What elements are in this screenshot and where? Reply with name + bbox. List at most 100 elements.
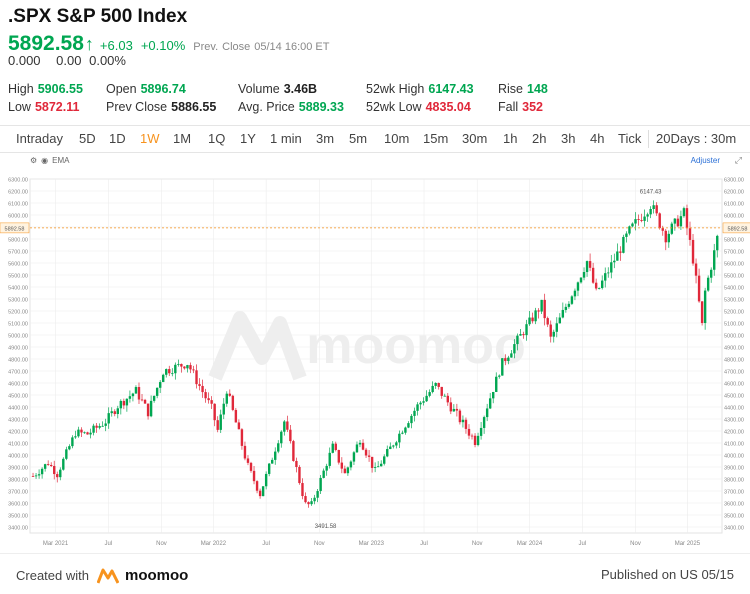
candle-body bbox=[243, 445, 247, 459]
candle-body bbox=[104, 423, 107, 426]
stat-52wk-high: 52wk High 6147.43 bbox=[366, 82, 474, 96]
tab-intraday[interactable]: Intraday bbox=[16, 131, 63, 146]
quote-header: .SPX S&P 500 Index 5892.58 ↑ +6.03 +0.10… bbox=[0, 0, 750, 125]
indicator-label[interactable]: EMA bbox=[52, 156, 70, 165]
y-tick-label-right: 5100.00 bbox=[724, 322, 744, 328]
expand-icon[interactable]: ⤢ bbox=[734, 155, 742, 165]
candle-body bbox=[358, 442, 362, 445]
candle-body bbox=[437, 382, 440, 387]
candle-body bbox=[534, 310, 537, 322]
tab-10m[interactable]: 10m bbox=[384, 131, 410, 146]
candle-body bbox=[482, 417, 486, 428]
candle-body bbox=[264, 473, 268, 487]
tab-1m[interactable]: 1M bbox=[173, 131, 192, 146]
tab-1q[interactable]: 1Q bbox=[208, 131, 226, 146]
tab-30m[interactable]: 30m bbox=[462, 131, 488, 146]
candle-body bbox=[122, 400, 126, 406]
candle-body bbox=[364, 449, 368, 456]
candle-body bbox=[165, 369, 168, 375]
candle-body bbox=[716, 235, 719, 251]
candle-body bbox=[186, 365, 189, 369]
y-tick-label-left: 5600.00 bbox=[8, 262, 28, 268]
y-tick-label-left: 5200.00 bbox=[8, 310, 28, 316]
candle-body bbox=[249, 462, 253, 471]
candle-body bbox=[507, 357, 510, 361]
stat-52wk-low: 52wk Low 4835.04 bbox=[366, 100, 471, 114]
candle-body bbox=[131, 393, 135, 397]
tab-15m[interactable]: 15m bbox=[423, 131, 449, 146]
y-tick-label-left: 4200.00 bbox=[8, 430, 28, 436]
candle-body bbox=[479, 427, 483, 436]
tab-1d[interactable]: 1D bbox=[109, 131, 126, 146]
candle-body bbox=[519, 334, 522, 336]
stat-prev-close: Prev Close 5886.55 bbox=[106, 100, 217, 114]
candle-body bbox=[240, 429, 244, 446]
candle-body bbox=[579, 277, 583, 283]
candle-body bbox=[461, 419, 465, 423]
x-tick-label: Jul bbox=[262, 541, 270, 547]
candle-body bbox=[537, 310, 540, 312]
tab-1h[interactable]: 1h bbox=[503, 131, 518, 146]
candle-body bbox=[361, 442, 365, 450]
candle-body bbox=[328, 452, 331, 466]
tab-5d[interactable]: 5D bbox=[79, 131, 96, 146]
candle-body bbox=[352, 452, 356, 462]
stats-grid: High 5906.55 Low 5872.11 Open 5896.74 Prev … bbox=[8, 82, 748, 118]
candle-body bbox=[101, 425, 104, 427]
candle-body bbox=[313, 497, 316, 502]
adjuster-link[interactable]: Adjuster bbox=[690, 156, 720, 165]
candle-body bbox=[46, 464, 50, 465]
candle-body bbox=[407, 423, 410, 428]
y-tick-label-left: 4700.00 bbox=[8, 370, 28, 376]
x-tick-label: Mar 2023 bbox=[359, 541, 385, 547]
chart-toolbar: ⚙ ◉ EMA bbox=[30, 156, 70, 165]
candle-body bbox=[310, 501, 313, 505]
tab-1y[interactable]: 1Y bbox=[240, 131, 256, 146]
x-tick-label: Mar 2022 bbox=[201, 541, 227, 547]
tab-4h[interactable]: 4h bbox=[590, 131, 605, 146]
tab-1-min[interactable]: 1 min bbox=[270, 131, 302, 146]
watermark-text: moomoo bbox=[306, 317, 526, 375]
candle-body bbox=[525, 324, 528, 336]
candle-body bbox=[392, 445, 395, 447]
last-price-tag-left bbox=[0, 222, 30, 234]
y-tick-label-right: 3800.00 bbox=[724, 478, 744, 484]
candle-body bbox=[467, 428, 471, 436]
candle-body bbox=[419, 402, 422, 405]
candle-body bbox=[688, 228, 692, 240]
eye-icon[interactable]: ◉ bbox=[41, 156, 49, 165]
y-tick-label-left: 5700.00 bbox=[8, 250, 28, 256]
candle-body bbox=[673, 218, 677, 224]
candle-body bbox=[476, 435, 480, 446]
candle-body bbox=[585, 261, 589, 273]
candlestick-chart[interactable]: 3400.00 3400.00 3500.00 3500.00 3600.00 3600.… bbox=[0, 153, 750, 553]
candle-body bbox=[346, 467, 350, 474]
candle-body bbox=[119, 400, 123, 409]
y-tick-label-right: 3400.00 bbox=[724, 526, 744, 532]
candle-body bbox=[74, 436, 77, 438]
last-price-label-right: 5892.58 bbox=[728, 226, 748, 232]
tab-3h[interactable]: 3h bbox=[561, 131, 576, 146]
x-tick-label: Mar 2021 bbox=[43, 541, 69, 547]
tab-tick[interactable]: Tick bbox=[618, 131, 642, 146]
candle-body bbox=[219, 414, 222, 430]
y-tick-label-left: 5400.00 bbox=[8, 286, 28, 292]
settings-icon[interactable]: ⚙ bbox=[30, 156, 38, 165]
tab-1w[interactable]: 1W bbox=[140, 131, 160, 146]
extended-row: 0.000 0.00 0.00% bbox=[8, 53, 138, 68]
candle-body bbox=[516, 335, 519, 345]
candle-body bbox=[703, 290, 707, 324]
candle-body bbox=[398, 433, 401, 443]
period-selector[interactable]: 20Days : 30m bbox=[656, 131, 737, 146]
tab-3m[interactable]: 3m bbox=[316, 131, 335, 146]
candle-body bbox=[613, 260, 616, 263]
candle-body bbox=[267, 463, 271, 474]
candle-body bbox=[325, 465, 328, 471]
x-tick-label: Jul bbox=[104, 541, 112, 547]
candle-body bbox=[280, 431, 283, 444]
price-row: 5892.58 ↑ +6.03 +0.10% Prev. Close 05/14… bbox=[8, 32, 330, 55]
tab-5m[interactable]: 5m bbox=[349, 131, 368, 146]
candle-body bbox=[376, 466, 380, 468]
tab-2h[interactable]: 2h bbox=[532, 131, 547, 146]
candle-body bbox=[473, 435, 477, 446]
